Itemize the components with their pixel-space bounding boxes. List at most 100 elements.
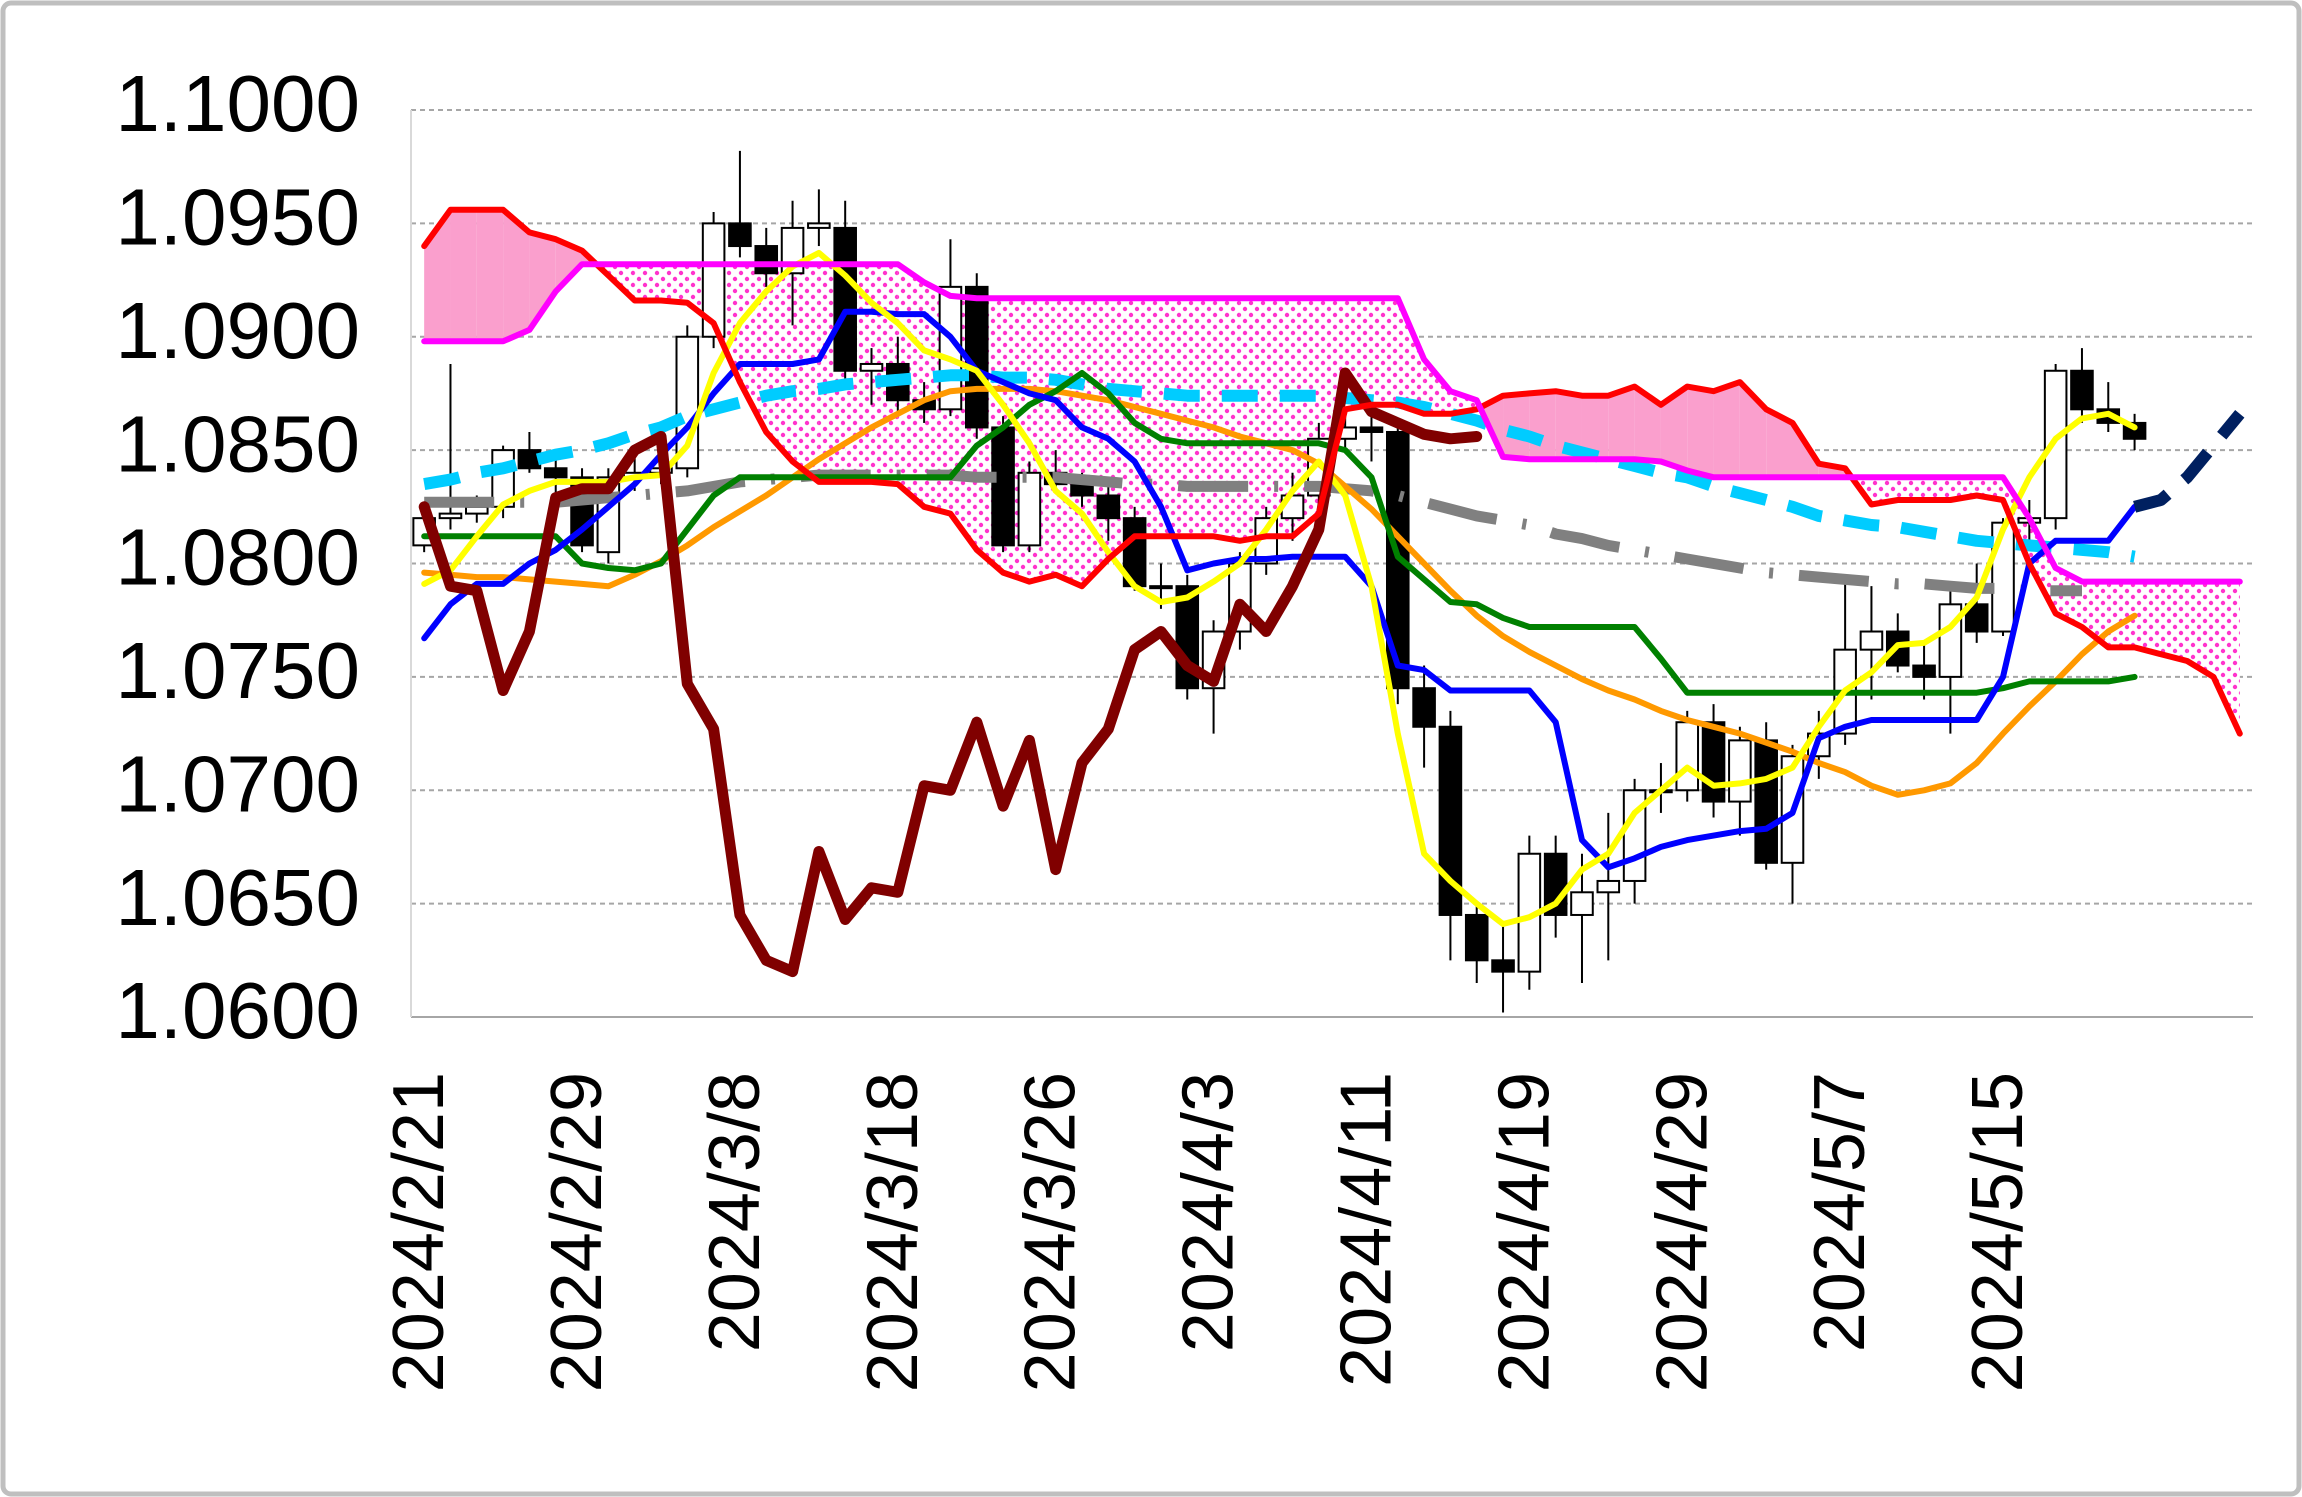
cloud — [1503, 393, 1530, 460]
candle-body — [728, 222, 752, 248]
cloud — [1239, 298, 1267, 541]
y-tick-label: 1.0700 — [115, 739, 360, 828]
cloud — [897, 264, 925, 507]
x-tick-label: 2024/3/18 — [853, 1072, 933, 1392]
cloud — [634, 264, 661, 301]
x-tick-label: 2024/4/19 — [1484, 1072, 1564, 1392]
candle-body — [464, 505, 489, 515]
cloud — [424, 209, 451, 342]
series-line — [2133, 409, 2245, 513]
cloud — [2055, 568, 2082, 627]
cloud — [1713, 382, 1740, 478]
cloud — [1687, 386, 1714, 478]
candle-body — [1570, 891, 1594, 916]
cloud — [1108, 298, 1135, 559]
series-line — [421, 370, 2138, 696]
cloud — [1634, 386, 1661, 462]
y-tick-label: 1.0950 — [115, 173, 360, 262]
x-tick-label: 2024/4/11 — [1326, 1072, 1406, 1387]
candle-body — [1596, 879, 1621, 894]
y-tick-label: 1.0850 — [115, 399, 360, 488]
candle-body — [1017, 471, 1042, 547]
cloud — [1897, 477, 1925, 501]
candle-body — [991, 426, 1015, 547]
cloud — [1266, 298, 1293, 537]
cloud — [1660, 386, 1688, 471]
cloud — [476, 209, 504, 342]
x-tick-label: 2024/3/8 — [695, 1072, 775, 1352]
y-tick-label: 1.0750 — [115, 626, 360, 715]
candle-body — [1491, 959, 1515, 973]
series-line — [424, 469, 2082, 597]
candle-body — [1412, 687, 1436, 728]
series-line — [423, 369, 2136, 563]
cloud — [1608, 386, 1635, 460]
candle-body — [1728, 739, 1752, 803]
y-tick-label: 1.0600 — [115, 966, 360, 1055]
series-line — [418, 367, 1483, 978]
candle-body — [517, 449, 542, 470]
cloud — [1529, 391, 1556, 460]
cloud — [792, 264, 819, 482]
series-line — [421, 385, 2138, 798]
candle-body — [833, 226, 857, 372]
cloud — [503, 209, 530, 342]
cloud — [2187, 581, 2214, 677]
cloud — [1924, 477, 1951, 501]
cloud — [2134, 581, 2161, 655]
cloud — [1371, 298, 1398, 405]
y-tick-label: 1.0800 — [115, 513, 360, 602]
candle-body — [1464, 913, 1489, 962]
x-tick-label: 2024/3/26 — [1011, 1072, 1091, 1392]
y-tick-label: 1.0900 — [115, 286, 360, 375]
candle-body — [754, 245, 779, 275]
series-line — [421, 249, 2138, 927]
candle-body — [1964, 603, 1989, 633]
candle-body — [1991, 521, 2015, 633]
candle-body — [1701, 721, 1726, 803]
x-tick-label: 2024/2/29 — [537, 1072, 617, 1392]
cloud — [2160, 581, 2188, 662]
candle-body — [1149, 585, 1173, 590]
cloud — [450, 209, 477, 342]
cloud — [660, 264, 688, 303]
cloud — [1871, 477, 1898, 505]
candle-body — [2043, 369, 2068, 520]
y-tick-label: 1.1000 — [115, 59, 360, 148]
candle-body — [1070, 483, 1094, 497]
series-line — [421, 206, 2243, 737]
cloud — [1187, 298, 1214, 537]
x-tick-label: 2024/5/7 — [1800, 1072, 1880, 1352]
x-tick-label: 2024/5/15 — [1958, 1072, 2038, 1392]
candle-body — [1912, 664, 1936, 678]
cloud — [2108, 581, 2135, 648]
x-tick-label: 2024/4/29 — [1642, 1072, 1722, 1392]
candle-body — [438, 512, 463, 520]
candle-body — [1359, 426, 1384, 433]
cloud — [1397, 298, 1425, 414]
series-line — [421, 261, 2243, 585]
candle-body — [1754, 739, 1778, 864]
candle-body — [1096, 494, 1121, 520]
candle-body — [859, 362, 884, 372]
candle-body — [2070, 369, 2094, 411]
cloud — [1555, 391, 1582, 460]
candle-body — [1438, 725, 1463, 916]
cloud — [555, 239, 583, 292]
x-tick-label: 2024/4/3 — [1169, 1072, 1249, 1352]
candle-body — [1859, 630, 1884, 651]
cloud — [1766, 409, 1793, 478]
candle-body — [807, 222, 831, 229]
cloud — [2213, 581, 2240, 734]
y-tick-label: 1.0650 — [115, 853, 360, 942]
cloud — [1581, 395, 1609, 460]
cloud — [529, 232, 556, 330]
candle-body — [1675, 721, 1700, 792]
candle-body — [543, 467, 568, 479]
cloud — [1055, 298, 1083, 587]
series-line — [421, 308, 2138, 871]
cloud — [1213, 298, 1240, 541]
